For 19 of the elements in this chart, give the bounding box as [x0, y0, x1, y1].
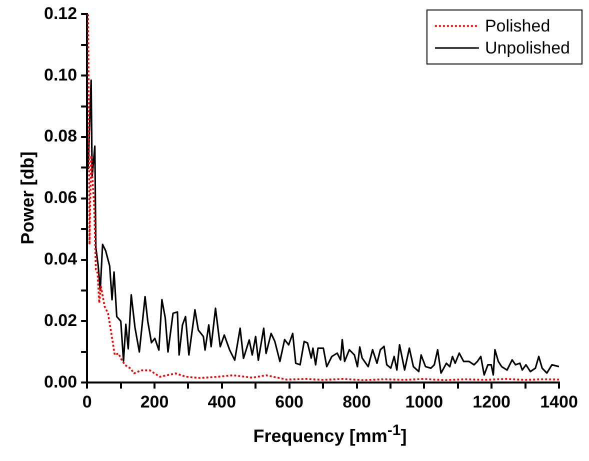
x-axis-title: Frequency [mm$^{-1}$]	[252, 422, 408, 447]
x-tick-label: 1400	[540, 392, 578, 412]
x-tick-label: 1200	[472, 392, 510, 412]
x-tick-label: 600	[275, 392, 304, 412]
y-tick-label: 0.02	[44, 310, 78, 330]
y-tick-label: 0.12	[44, 4, 78, 23]
legend-label: Unpolished	[484, 38, 570, 58]
y-tick-label: 0.08	[44, 126, 78, 146]
x-tick-label: 1000	[405, 392, 444, 412]
x-tick-label: 0	[82, 392, 92, 412]
x-tick-label: 800	[342, 392, 371, 412]
y-axis-title: Power [db]	[18, 152, 38, 244]
y-tick-label: 0.00	[44, 372, 78, 392]
x-tick-label: 400	[208, 392, 236, 412]
y-tick-label: 0.10	[44, 65, 78, 84]
y-tick-label: 0.04	[44, 249, 78, 268]
y-tick-label: 0.06	[44, 188, 78, 208]
legend-label: Polished	[484, 16, 550, 36]
x-tick-label: 200	[140, 392, 169, 412]
